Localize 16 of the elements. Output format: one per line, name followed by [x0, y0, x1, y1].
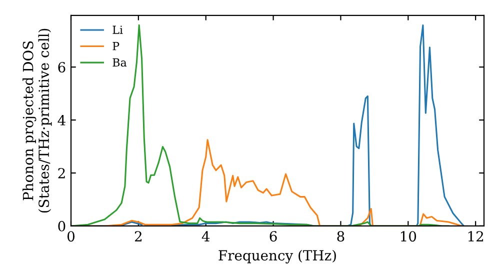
- x-tick-label: 8: [337, 231, 344, 242]
- legend-label: P: [112, 42, 120, 50]
- x-tick-label: 6: [270, 231, 277, 242]
- x-axis-title: Frequency (THz): [218, 250, 336, 264]
- legend-label: Li: [112, 26, 123, 34]
- x-tick-label: 4: [202, 231, 210, 242]
- y-tick-label: 6: [58, 62, 66, 73]
- x-tick-label: 10: [401, 231, 416, 242]
- y-tick-label: 2: [58, 168, 65, 178]
- x-tick-label: 12: [468, 231, 484, 242]
- x-tick-label: 0: [67, 231, 74, 242]
- y-tick-label: 0: [58, 220, 66, 232]
- x-tick-label: 2: [134, 231, 142, 242]
- legend-label: Ba: [112, 58, 127, 67]
- y-axis-title: Phonon projected DOS (States/THz·primitive cell): [22, 28, 52, 213]
- y-tick-label: 4: [58, 114, 66, 126]
